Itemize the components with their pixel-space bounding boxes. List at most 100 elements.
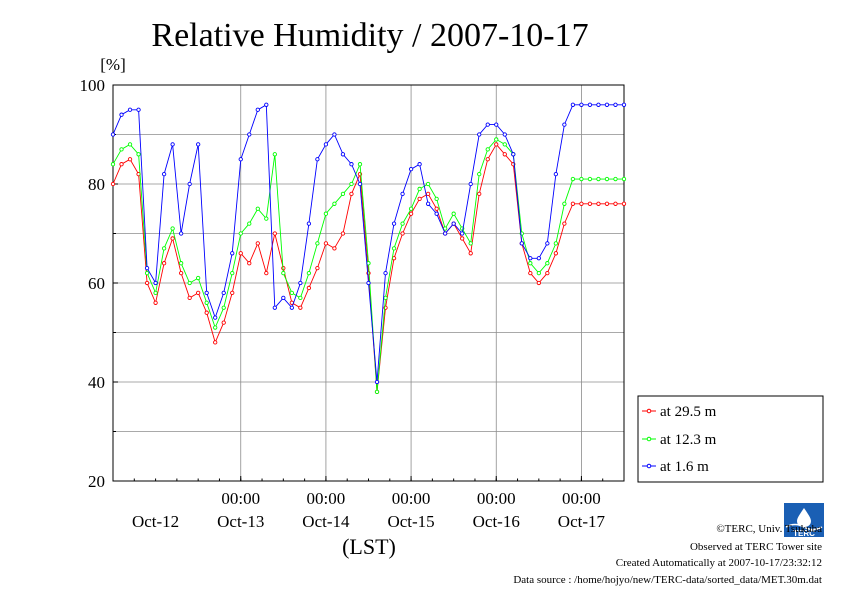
series-0-point bbox=[221, 320, 226, 325]
series-1-point bbox=[536, 270, 541, 276]
x-time-label-3: 00:00 bbox=[477, 489, 516, 508]
series-0-point bbox=[477, 191, 482, 197]
legend-label-29-5m: at 29.5 m bbox=[660, 404, 717, 420]
terc-logo: TERC bbox=[784, 503, 824, 538]
legend-marker-12-3m bbox=[646, 436, 652, 442]
x-date-label-Oct-13: Oct-13 bbox=[217, 512, 264, 531]
series-1-point bbox=[298, 295, 303, 300]
series-1-point bbox=[213, 325, 218, 330]
series-0-point bbox=[587, 201, 593, 206]
series-0-point bbox=[434, 206, 439, 211]
series-2-point bbox=[511, 152, 516, 157]
y-tick-label-20: 20 bbox=[88, 472, 105, 491]
series-2-point bbox=[553, 171, 559, 177]
x-time-label-2: 00:00 bbox=[392, 489, 431, 508]
y-tick-label-40: 40 bbox=[88, 373, 105, 392]
chart-title: Relative Humidity / 2007-10-17 bbox=[151, 17, 588, 54]
series-0-point bbox=[119, 162, 124, 167]
x-time-label-4: 00:00 bbox=[562, 489, 601, 508]
series-2-point bbox=[298, 280, 303, 286]
series-1-point bbox=[579, 176, 584, 182]
series-2-point bbox=[460, 231, 465, 236]
series-2-point bbox=[340, 152, 346, 157]
series-1-point bbox=[332, 201, 337, 206]
legend-marker-29-5m bbox=[646, 408, 652, 414]
series-0-point bbox=[494, 142, 499, 147]
series-1-point bbox=[230, 270, 235, 276]
series-2-point bbox=[306, 221, 312, 226]
series-0-point bbox=[255, 241, 260, 246]
series-2-point bbox=[408, 166, 414, 172]
x-time-label-0: 00:00 bbox=[221, 489, 260, 508]
series-1-point bbox=[477, 171, 482, 177]
series-0-point bbox=[315, 265, 320, 271]
series-2-point bbox=[144, 265, 150, 271]
series-1-point bbox=[315, 241, 320, 246]
y-axis-unit: [%] bbox=[100, 55, 125, 74]
series-1-point bbox=[621, 176, 627, 182]
series-0-point bbox=[144, 280, 150, 286]
series-2-point bbox=[451, 221, 456, 226]
series-2-point bbox=[187, 181, 192, 187]
series-1-point bbox=[494, 137, 499, 142]
series-1-point bbox=[221, 305, 226, 310]
legend-frame bbox=[637, 395, 824, 483]
series-1-point bbox=[178, 261, 184, 266]
series-1-point bbox=[553, 241, 559, 246]
series-1-point bbox=[144, 270, 150, 276]
series-2-point bbox=[468, 181, 473, 187]
series-0-point bbox=[485, 157, 490, 162]
series-1-point bbox=[170, 226, 175, 231]
legend-marker-1-6m bbox=[646, 463, 652, 469]
x-date-label-Oct-14: Oct-14 bbox=[302, 512, 350, 531]
series-0-point bbox=[196, 290, 201, 296]
series-2-point bbox=[332, 132, 337, 137]
series-0-point bbox=[349, 191, 354, 197]
series-1-point bbox=[570, 176, 576, 182]
series-2-point bbox=[178, 231, 184, 236]
series-0-point bbox=[613, 201, 618, 206]
series-0-point bbox=[127, 157, 133, 162]
series-0-point bbox=[536, 280, 541, 286]
x-date-label-Oct-16: Oct-16 bbox=[473, 512, 520, 531]
series-1-point bbox=[272, 152, 277, 157]
series-2-point bbox=[587, 102, 593, 107]
series-2-point bbox=[366, 280, 371, 286]
footer-created: Created Automatically at 2007-10-17/23:3… bbox=[616, 557, 822, 569]
series-2-point bbox=[528, 256, 533, 261]
wave-icon bbox=[785, 523, 823, 531]
series-line-1 bbox=[112, 138, 624, 392]
series-2-point bbox=[391, 221, 397, 226]
series-2-point bbox=[323, 142, 329, 147]
y-tick-label-100: 100 bbox=[80, 76, 106, 95]
series-1-point bbox=[196, 275, 201, 281]
series-1-point bbox=[255, 206, 260, 211]
series-2-point bbox=[374, 379, 380, 385]
series-1-point bbox=[502, 142, 507, 147]
series-0-point bbox=[528, 270, 533, 276]
series-0-point bbox=[596, 201, 601, 206]
series-1-point bbox=[281, 270, 286, 276]
series-2-point bbox=[221, 290, 226, 296]
series-2-point bbox=[545, 241, 550, 246]
series-0-point bbox=[425, 191, 431, 197]
series-2-point bbox=[230, 251, 235, 256]
series-0-point bbox=[604, 201, 610, 206]
series-0-point bbox=[161, 261, 167, 266]
series-1-point bbox=[349, 181, 354, 187]
series-0-point bbox=[570, 201, 576, 206]
series-2-point bbox=[136, 107, 141, 112]
footer-source: Data source : /home/hojyo/new/TERC-data/… bbox=[513, 574, 822, 586]
series-1-point bbox=[340, 191, 346, 197]
x-axis-label: (LST) bbox=[342, 534, 396, 559]
series-2-point bbox=[425, 201, 431, 206]
series-1-point bbox=[391, 246, 397, 251]
series-0-point bbox=[408, 211, 414, 216]
series-2-point bbox=[536, 256, 541, 261]
series-1-point bbox=[264, 216, 269, 221]
series-0-point bbox=[178, 270, 184, 276]
series-2-point bbox=[204, 290, 209, 296]
series-0-point bbox=[230, 290, 235, 296]
series-2-point bbox=[357, 181, 363, 187]
